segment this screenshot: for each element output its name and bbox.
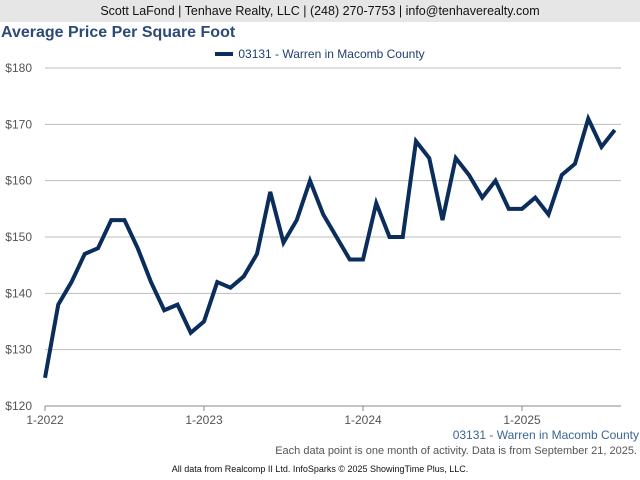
y-tick-label: $170 — [5, 117, 32, 131]
chart-grid — [45, 67, 621, 351]
contact-text: Scott LaFond | Tenhave Realty, LLC | (24… — [100, 4, 540, 18]
y-tick-label: $130 — [5, 343, 32, 357]
x-tick-label: 1-2024 — [344, 413, 382, 427]
footer-series-label: 03131 - Warren in Macomb County — [452, 428, 639, 442]
y-tick-label: $150 — [5, 230, 32, 244]
footer-note: Each data point is one month of activity… — [275, 445, 637, 457]
series-line — [43, 113, 617, 379]
chart-title: Average Price Per Square Foot — [1, 24, 236, 41]
x-axis-ticks: 1-2022 1-2023 1-2024 1-2025 — [26, 406, 541, 427]
footer-credit: All data from Realcomp II Ltd. InfoSpark… — [171, 464, 469, 474]
chart-legend: 03131 - Warren in Macomb County — [0, 47, 640, 61]
y-axis-ticks: $120 $130 $140 $150 $160 $170 $180 — [5, 61, 32, 413]
y-tick-label: $180 — [5, 61, 32, 75]
contact-bar: Scott LaFond | Tenhave Realty, LLC | (24… — [0, 0, 640, 22]
x-tick-label: 1-2023 — [185, 413, 223, 427]
legend-line-swatch — [215, 51, 234, 56]
legend-series-label: 03131 - Warren in Macomb County — [238, 47, 425, 61]
y-tick-label: $160 — [5, 174, 32, 188]
x-tick-label: 1-2025 — [503, 413, 541, 427]
x-tick-label: 1-2022 — [26, 413, 64, 427]
y-tick-label: $120 — [5, 399, 32, 413]
y-tick-label: $140 — [5, 286, 32, 300]
chart-series — [43, 113, 617, 379]
